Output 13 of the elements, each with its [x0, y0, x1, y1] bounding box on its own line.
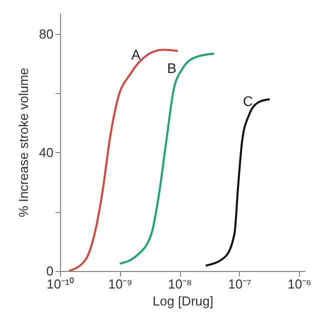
y-tick-label: 80	[39, 26, 54, 42]
y-tick-label: 40	[39, 144, 54, 160]
y-axis-title: % Increase stroke volume	[16, 68, 32, 218]
x-tick-label: 10⁻⁹	[108, 276, 132, 292]
x-tick-label: 10⁻⁶	[288, 276, 312, 292]
series-label: B	[167, 60, 176, 76]
x-axis-title: Log [Drug]	[152, 294, 214, 308]
series-label: C	[242, 92, 253, 109]
x-tick-label: 10⁻¹⁰	[46, 276, 74, 292]
series-label: A	[131, 46, 142, 62]
x-tick-label: 10⁻⁸	[168, 276, 192, 292]
y-tick-label: 0	[46, 264, 54, 278]
x-tick-label: 10⁻⁷	[228, 276, 252, 292]
